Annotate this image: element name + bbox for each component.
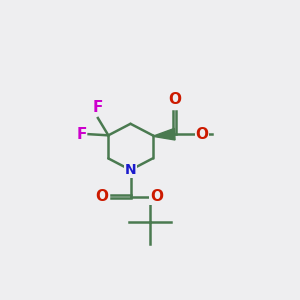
Text: O: O: [95, 189, 108, 204]
Text: F: F: [76, 127, 87, 142]
Text: O: O: [168, 92, 181, 107]
Text: N: N: [125, 163, 136, 177]
Polygon shape: [153, 128, 175, 140]
Text: O: O: [150, 189, 163, 204]
Text: F: F: [93, 100, 103, 115]
Text: O: O: [195, 127, 208, 142]
